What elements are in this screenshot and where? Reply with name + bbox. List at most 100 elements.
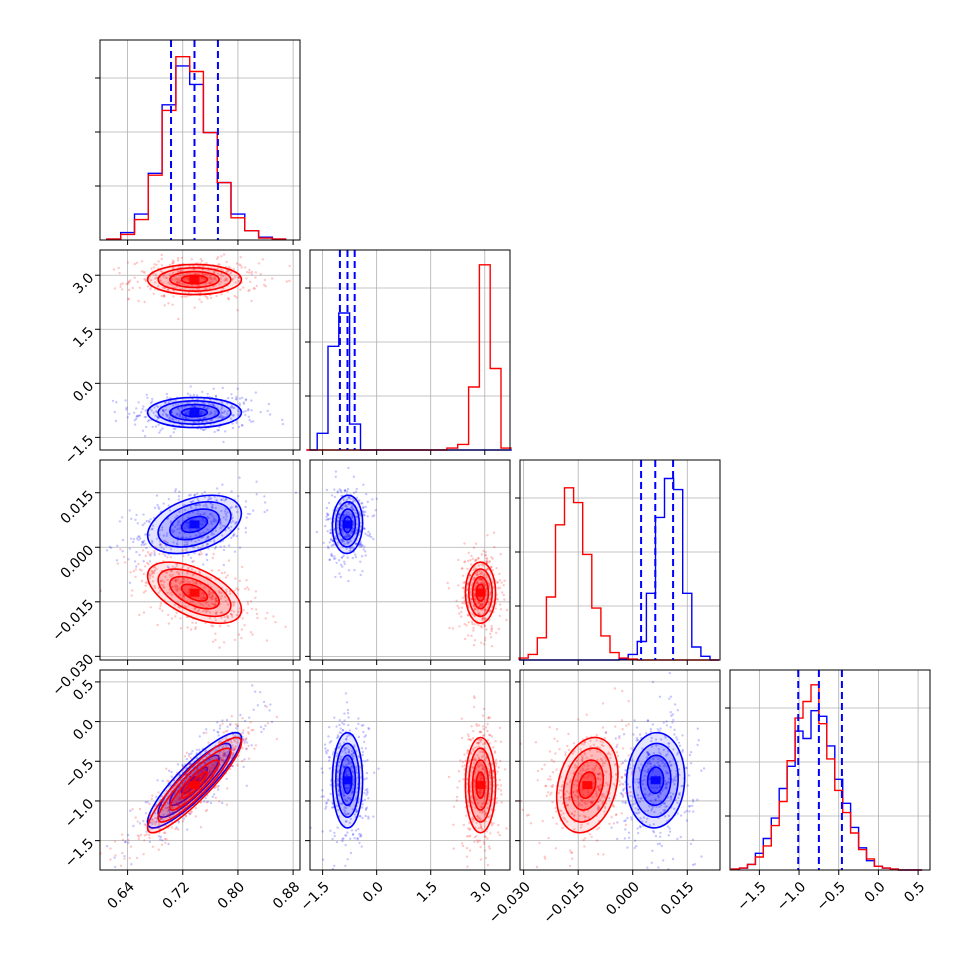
scatter-point bbox=[142, 513, 145, 516]
scatter-point bbox=[195, 582, 198, 586]
scatter-point bbox=[144, 279, 148, 283]
scatter-point bbox=[114, 419, 118, 423]
scatter-point bbox=[330, 554, 333, 557]
scatter-point bbox=[134, 816, 137, 819]
scatter-point bbox=[182, 577, 185, 581]
scatter-point bbox=[483, 624, 486, 628]
scatter-point bbox=[483, 639, 487, 642]
scatter-point bbox=[234, 734, 237, 737]
scatter-point bbox=[485, 557, 489, 561]
scatter-point bbox=[357, 717, 360, 720]
scatter-point bbox=[160, 253, 163, 257]
scatter-point bbox=[194, 503, 198, 507]
scatter-point bbox=[341, 721, 344, 725]
scatter-point bbox=[346, 517, 349, 520]
scatter-point bbox=[178, 582, 182, 585]
scatter-point bbox=[197, 546, 200, 550]
scatter-point bbox=[169, 592, 172, 595]
scatter-point bbox=[174, 427, 177, 431]
scatter-point bbox=[176, 514, 179, 517]
scatter-point bbox=[134, 568, 137, 571]
scatter-point bbox=[194, 627, 197, 631]
scatter-point bbox=[220, 611, 223, 614]
scatter-point bbox=[135, 513, 138, 517]
scatter-point bbox=[146, 396, 149, 399]
scatter-point bbox=[155, 820, 158, 823]
scatter-point bbox=[352, 521, 355, 524]
scatter-point bbox=[155, 567, 158, 571]
scatter-point bbox=[221, 275, 225, 278]
scatter-point bbox=[127, 841, 130, 844]
scatter-point bbox=[230, 521, 233, 524]
scatter-point bbox=[231, 753, 234, 756]
scatter-point bbox=[484, 835, 487, 838]
scatter-point bbox=[266, 722, 270, 725]
scatter-point bbox=[485, 628, 488, 631]
scatter-point bbox=[350, 505, 354, 508]
scatter-point bbox=[194, 621, 198, 625]
scatter-point bbox=[189, 394, 192, 397]
scatter-point bbox=[466, 583, 469, 586]
scatter-point bbox=[202, 595, 205, 599]
scatter-point bbox=[187, 494, 191, 497]
scatter-point bbox=[482, 616, 485, 620]
scatter-point bbox=[165, 767, 168, 770]
scatter-point bbox=[221, 386, 224, 390]
scatter-point bbox=[463, 542, 466, 545]
scatter-point bbox=[215, 597, 218, 600]
scatter-point bbox=[554, 752, 557, 755]
scatter-point bbox=[142, 572, 145, 576]
scatter-point bbox=[223, 754, 227, 757]
scatter-point bbox=[227, 396, 230, 400]
scatter-point bbox=[179, 627, 182, 630]
scatter-point bbox=[157, 835, 161, 838]
scatter-point bbox=[215, 520, 218, 523]
scatter-point bbox=[330, 538, 333, 542]
scatter-point bbox=[230, 715, 233, 718]
scatter-point bbox=[168, 282, 172, 286]
scatter-point bbox=[208, 611, 212, 614]
scatter-point bbox=[466, 751, 469, 755]
scatter-point bbox=[223, 410, 227, 413]
scatter-point bbox=[463, 764, 466, 767]
scatter-point bbox=[329, 537, 333, 541]
scatter-point bbox=[467, 735, 470, 738]
scatter-point bbox=[465, 835, 469, 838]
scatter-point bbox=[242, 729, 245, 732]
scatter-point bbox=[484, 636, 487, 639]
scatter-point bbox=[467, 614, 470, 617]
scatter-point bbox=[351, 529, 354, 533]
scatter-point bbox=[692, 810, 695, 813]
scatter-point bbox=[366, 500, 369, 504]
scatter-point bbox=[189, 493, 192, 497]
scatter-point bbox=[243, 742, 246, 745]
scatter-point bbox=[479, 858, 483, 861]
scatter-point bbox=[362, 505, 365, 509]
scatter-point bbox=[207, 495, 211, 498]
scatter-point bbox=[155, 276, 158, 279]
scatter-point bbox=[152, 566, 156, 569]
scatter-point bbox=[122, 555, 126, 559]
scatter-point bbox=[232, 748, 235, 752]
scatter-point bbox=[148, 521, 151, 524]
scatter-point bbox=[189, 812, 192, 816]
scatter-point bbox=[479, 845, 482, 849]
scatter-point bbox=[478, 577, 482, 580]
scatter-point bbox=[476, 581, 480, 584]
scatter-point bbox=[481, 617, 484, 620]
series-b-peak-cell bbox=[189, 588, 200, 597]
scatter-point bbox=[335, 561, 338, 565]
series-b-peak-cell bbox=[475, 781, 486, 790]
scatter-point bbox=[213, 760, 216, 764]
scatter-point bbox=[138, 414, 141, 417]
scatter-point bbox=[150, 409, 153, 412]
scatter-point bbox=[340, 519, 343, 522]
scatter-point bbox=[183, 580, 186, 583]
scatter-point bbox=[231, 426, 235, 430]
scatter-point bbox=[224, 619, 227, 623]
scatter-point bbox=[186, 580, 189, 583]
panel-frame bbox=[99, 39, 301, 241]
scatter-point bbox=[190, 539, 193, 543]
scatter-point bbox=[179, 402, 182, 405]
scatter-point bbox=[205, 731, 208, 734]
